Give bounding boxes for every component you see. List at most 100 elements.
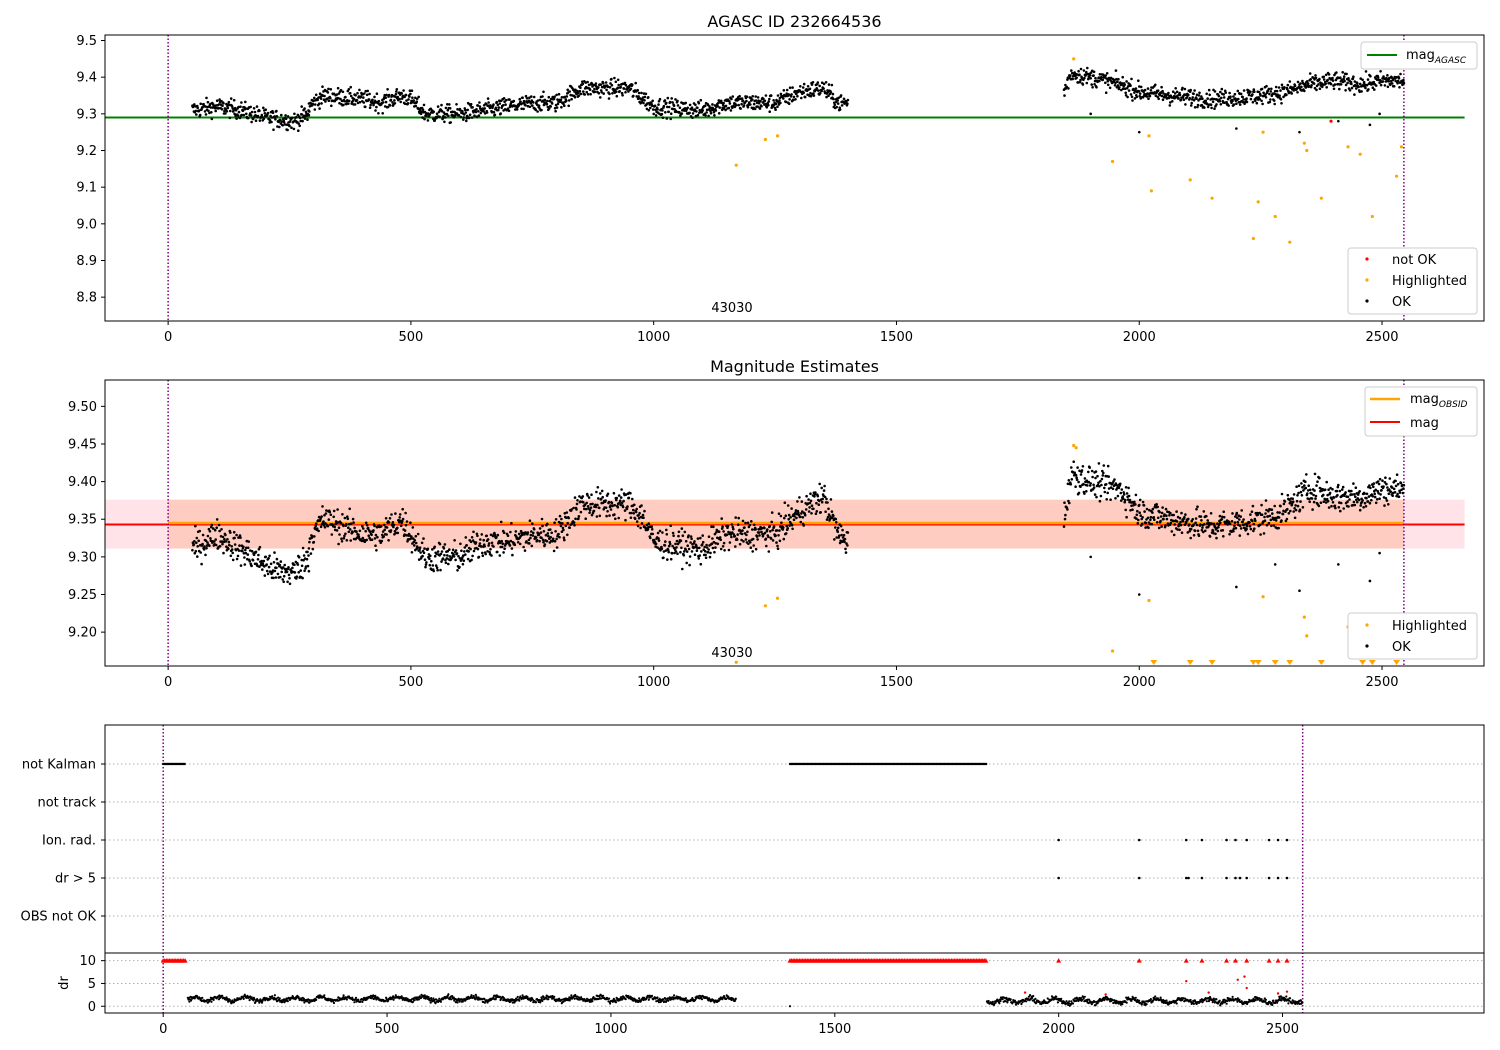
ok-point [1231, 99, 1234, 103]
ok-point [670, 551, 674, 555]
dr-point [342, 994, 345, 997]
ok-point [719, 547, 723, 551]
ok-point [501, 542, 505, 545]
ok-point [228, 543, 231, 547]
ok-point [789, 516, 792, 519]
ok-point [240, 101, 243, 104]
ok-point [614, 80, 618, 84]
ok-point [555, 537, 558, 541]
x-tick-label: 1500 [880, 675, 913, 690]
ok-point [342, 537, 346, 540]
ok-point [257, 548, 261, 551]
ok-point [1219, 521, 1222, 525]
ok-point [478, 105, 482, 108]
ok-point [767, 550, 771, 553]
ok-point [751, 550, 754, 553]
ok-point [1137, 518, 1140, 522]
ok-point [422, 551, 426, 555]
ok-point [510, 547, 514, 550]
ok-point [472, 530, 475, 534]
ok-point [1091, 475, 1094, 479]
ok-point [1397, 76, 1401, 80]
ok-point [1072, 460, 1075, 464]
ok-point [840, 533, 843, 537]
ok-point [1097, 462, 1101, 465]
ok-point [745, 533, 748, 537]
ok-point [1300, 85, 1303, 89]
ok-point [428, 113, 432, 116]
ok-point [1103, 490, 1107, 494]
ok-point [790, 93, 793, 96]
ok-point [1363, 501, 1367, 505]
ok-point [275, 557, 279, 561]
ok-point [346, 517, 350, 521]
ok-point [199, 551, 202, 554]
ok-point [583, 93, 586, 96]
ok-point [1319, 501, 1323, 505]
ok-point [281, 578, 285, 581]
ok-point [296, 563, 300, 566]
ok-point [1120, 488, 1124, 491]
not-ok-point [1329, 119, 1333, 123]
ok-point [387, 93, 391, 97]
ok-point [349, 522, 353, 525]
ok-point [453, 539, 456, 542]
ok-point [237, 549, 241, 552]
ok-point [474, 541, 478, 544]
ok-point [1066, 508, 1069, 511]
ok-point [391, 101, 394, 104]
ok-point [1333, 504, 1337, 508]
ok-point [400, 519, 404, 523]
ok-point [258, 119, 262, 122]
ok-point [445, 557, 449, 560]
ok-point [555, 106, 559, 109]
ok-point [361, 536, 365, 540]
ok-point [1236, 89, 1240, 93]
ok-point [1314, 76, 1318, 80]
ok-point [519, 100, 522, 104]
ok-point [812, 92, 815, 95]
ok-point [452, 553, 455, 556]
flag-point [1276, 838, 1280, 842]
legend-mag-agasc-sub: AGASC [1434, 56, 1467, 66]
ok-point [674, 98, 677, 101]
ok-point [307, 113, 311, 117]
ok-point [1092, 486, 1096, 489]
ok-point [329, 88, 333, 91]
ok-point [238, 534, 242, 537]
ok-point [727, 106, 731, 110]
ok-point [246, 546, 250, 550]
ok-point [345, 539, 349, 542]
flag-point [1200, 838, 1204, 842]
ok-point [1365, 496, 1368, 500]
ok-point [820, 89, 823, 93]
ok-point [704, 556, 708, 560]
ok-point [676, 104, 680, 107]
ok-point [1210, 106, 1213, 110]
ok-point [785, 92, 788, 95]
ok-point [1170, 530, 1174, 533]
ok-point [779, 101, 782, 105]
ok-point [1350, 86, 1354, 90]
ok-point [567, 99, 571, 102]
ok-point [745, 99, 748, 103]
ok-point [1249, 97, 1253, 101]
ok-point [1122, 493, 1126, 496]
ok-point [209, 106, 213, 109]
ok-point [545, 539, 549, 543]
ok-point [716, 105, 720, 108]
ok-point [776, 94, 780, 97]
ok-point [444, 561, 448, 565]
ok-point [235, 117, 238, 120]
ok-point [1383, 84, 1387, 87]
ok-point [498, 99, 501, 102]
ok-point [375, 105, 378, 109]
ok-point [1303, 89, 1306, 93]
ok-point [606, 85, 610, 89]
ok-point [353, 103, 357, 106]
ok-point [666, 96, 670, 100]
ok-point [351, 517, 355, 521]
dr-point [392, 998, 395, 1001]
ok-point [1188, 96, 1191, 100]
ok-point [314, 93, 318, 97]
